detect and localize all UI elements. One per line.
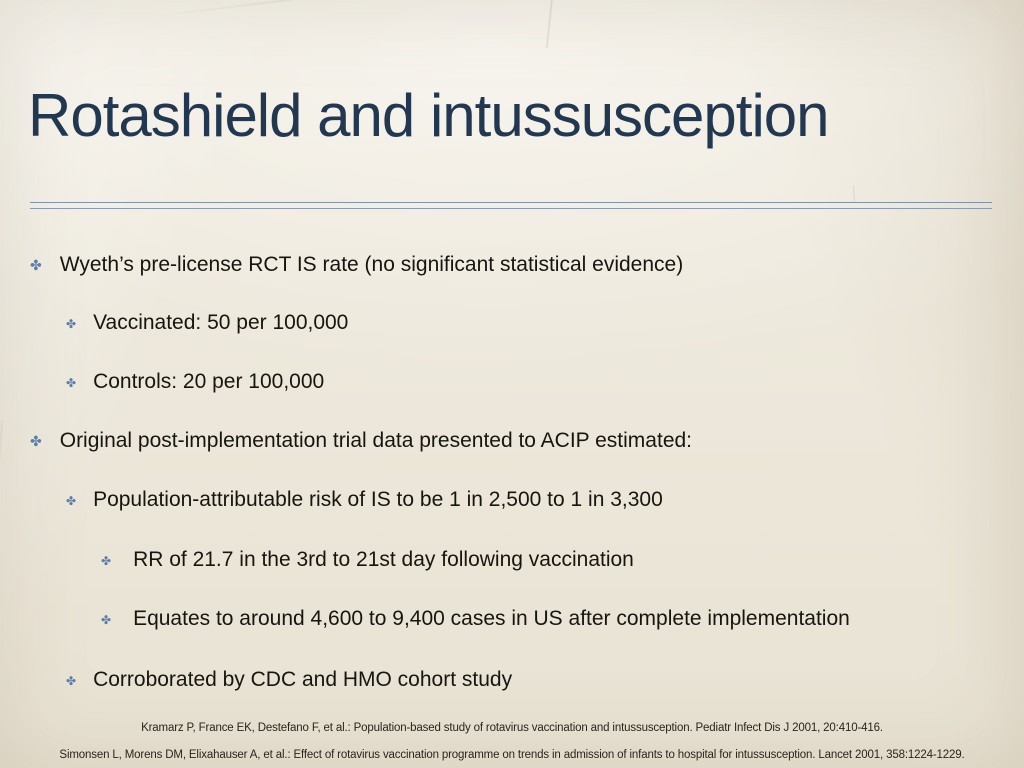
- bullet-text: Controls: 20 per 100,000: [93, 370, 325, 393]
- bullet-item: ✤ Wyeth’s pre-license RCT IS rate (no si…: [0, 250, 1024, 280]
- bullet-item: ✤ Original post-implementation trial dat…: [0, 426, 1024, 456]
- bullet-text: Corroborated by CDC and HMO cohort study: [93, 668, 513, 691]
- four-petal-bullet-icon: ✤: [101, 613, 112, 627]
- four-petal-bullet-icon: ✤: [66, 376, 77, 390]
- bullet-item: ✤ Corroborated by CDC and HMO cohort stu…: [0, 665, 1024, 695]
- four-petal-bullet-icon: ✤: [66, 317, 77, 331]
- paper-crease: [150, 0, 410, 18]
- four-petal-bullet-icon: ✤: [66, 494, 77, 508]
- four-petal-bullet-icon: ✤: [30, 258, 42, 274]
- citation-kramarz: Kramarz P, France EK, Destefano F, et al…: [141, 722, 883, 734]
- four-petal-bullet-icon: ✤: [30, 434, 42, 450]
- paper-crease: [545, 0, 554, 49]
- four-petal-bullet-icon: ✤: [101, 554, 112, 568]
- slide-title: Rotashield and intussusception: [28, 82, 830, 149]
- bullet-text: RR of 21.7 in the 3rd to 21st day follow…: [133, 548, 634, 571]
- paper-crease: [852, 185, 856, 203]
- bullet-text: Population-attributable risk of IS to be…: [93, 488, 663, 511]
- title-divider: [30, 202, 992, 209]
- bullet-item: ✤ Population-attributable risk of IS to …: [0, 485, 1024, 515]
- bullet-text: Original post-implementation trial data …: [59, 429, 693, 452]
- four-petal-bullet-icon: ✤: [66, 674, 77, 688]
- bullet-text: Equates to around 4,600 to 9,400 cases i…: [133, 607, 850, 630]
- bullet-item: ✤ Controls: 20 per 100,000: [0, 367, 1024, 397]
- bullet-item: ✤ Equates to around 4,600 to 9,400 cases…: [0, 604, 1024, 634]
- bullet-text: Wyeth’s pre-license RCT IS rate (no sign…: [59, 253, 684, 276]
- bullet-text: Vaccinated: 50 per 100,000: [93, 311, 349, 334]
- bullet-item: ✤ RR of 21.7 in the 3rd to 21st day foll…: [0, 545, 1024, 575]
- bullet-item: ✤ Vaccinated: 50 per 100,000: [0, 308, 1024, 338]
- citation-simonsen: Simonsen L, Morens DM, Elixahauser A, et…: [59, 749, 965, 761]
